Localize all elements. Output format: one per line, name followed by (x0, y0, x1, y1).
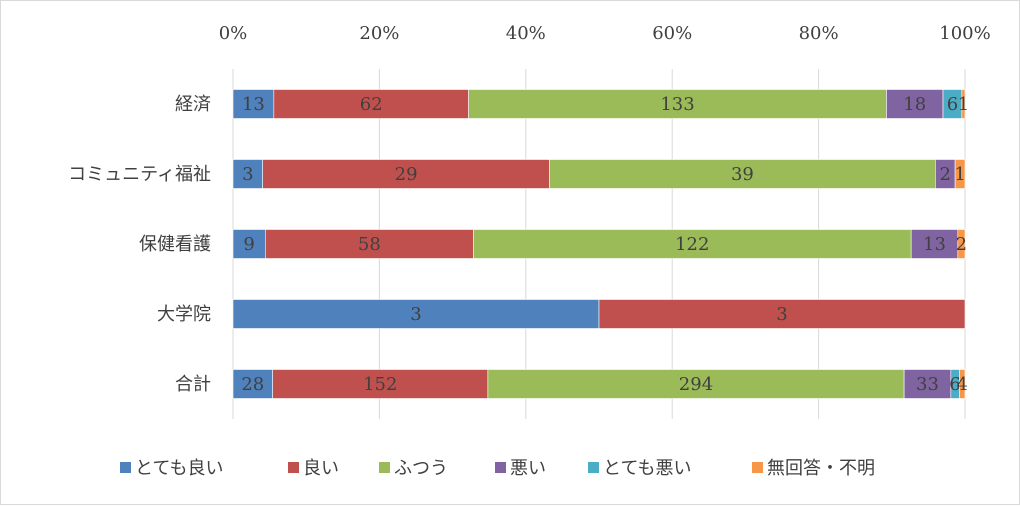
category-label: 合計 (175, 374, 211, 395)
bar-segment (473, 229, 912, 259)
data-label: 29 (395, 164, 418, 185)
data-label: 13 (923, 234, 946, 255)
bar-segment (487, 369, 905, 399)
data-label: 9 (243, 234, 254, 255)
legend-entry: 悪い (510, 458, 546, 479)
bar-segment (959, 369, 966, 399)
legend-entry: 無回答・不明 (767, 458, 875, 479)
legend-swatch (588, 462, 599, 473)
data-label: 33 (916, 374, 939, 395)
data-label: 152 (363, 374, 397, 395)
data-label: 58 (358, 234, 381, 255)
data-label: 62 (360, 94, 383, 115)
bar-segment (886, 89, 944, 119)
data-label: 13 (242, 94, 265, 115)
legend-entry: とても悪い (603, 458, 692, 479)
bar-segment (232, 159, 263, 189)
category-label: 経済 (175, 94, 211, 115)
data-label: 39 (731, 164, 754, 185)
legend-swatch (495, 462, 506, 473)
data-label: 294 (679, 374, 713, 395)
bar-segment (598, 299, 966, 329)
data-label: 122 (675, 234, 709, 255)
legend-swatch (120, 462, 131, 473)
legend-swatch (379, 462, 390, 473)
bar-segment (957, 229, 966, 259)
bar-segment (262, 159, 550, 189)
data-label: 2 (939, 164, 950, 185)
bar-segment (961, 89, 966, 119)
bar-segment (232, 89, 275, 119)
legend-entry: 良い (303, 458, 339, 479)
data-label: 1 (958, 94, 969, 115)
x-tick-label: 0% (219, 23, 248, 44)
data-label: 18 (903, 94, 926, 115)
bar-segment (903, 369, 952, 399)
x-tick-label: 80% (799, 23, 839, 44)
x-tick-label: 60% (652, 23, 692, 44)
category-label: 保健看護 (139, 234, 211, 255)
legend-entry: ふつう (394, 458, 448, 479)
category-label: コミュニティ福祉 (68, 164, 211, 185)
bar-segment (232, 229, 266, 259)
legend-entry: とても良い (135, 458, 224, 479)
bar-segment (954, 159, 966, 189)
x-tick-label: 40% (506, 23, 546, 44)
x-tick-label: 20% (359, 23, 399, 44)
x-tick-label: 100% (939, 23, 990, 44)
data-label: 6 (947, 94, 958, 115)
data-label: 3 (410, 304, 421, 325)
data-label: 2 (956, 234, 967, 255)
data-label: 6 (949, 374, 960, 395)
bar-segment (549, 159, 936, 189)
category-label: 大学院 (157, 304, 211, 325)
legend-swatch (752, 462, 763, 473)
legend-swatch (288, 462, 299, 473)
bar-segment (910, 229, 959, 259)
data-label: 3 (242, 164, 253, 185)
data-label: 3 (776, 304, 787, 325)
data-label: 1 (954, 164, 965, 185)
data-label: 4 (956, 374, 967, 395)
data-label: 28 (241, 374, 264, 395)
bar-segment (272, 369, 489, 399)
bar-segment (264, 229, 474, 259)
data-label: 133 (660, 94, 694, 115)
